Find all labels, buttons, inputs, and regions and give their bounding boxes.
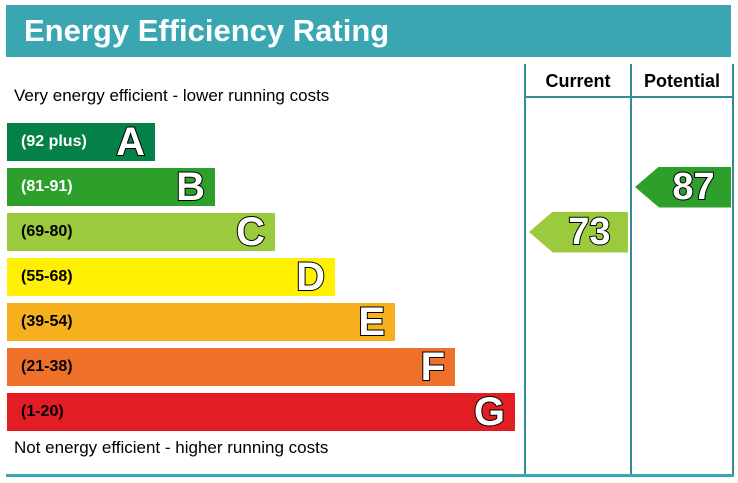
band-range-label: (21-38) (21, 358, 73, 375)
chart-title-bar: Energy Efficiency Rating (6, 5, 731, 57)
rating-band-d: (55-68) D (7, 255, 335, 299)
column-header-current: Current (545, 71, 611, 91)
band-letter: D (295, 255, 326, 299)
chart-right-border (732, 64, 734, 476)
rating-band-e: (39-54) E (7, 300, 395, 344)
column-header-underline (524, 96, 734, 98)
band-range-label: (92 plus) (21, 133, 87, 150)
band-letter: F (420, 345, 446, 389)
rating-band-b: (81-91) B (7, 165, 215, 209)
band-range-label: (69-80) (21, 223, 73, 240)
band-range-label: (55-68) (21, 268, 73, 285)
potential-rating-arrow: 87 (635, 165, 731, 208)
band-range-label: (81-91) (21, 178, 73, 195)
band-letter: G (473, 390, 506, 434)
top-note: Very energy efficient - lower running co… (14, 86, 330, 105)
band-range-label: (1-20) (21, 403, 64, 420)
band-letter: C (235, 210, 266, 254)
band-letter: A (115, 120, 146, 164)
current-rating-value: 73 (567, 210, 611, 253)
potential-column-left-border (630, 64, 632, 476)
band-range-label: (39-54) (21, 313, 73, 330)
rating-band-g: (1-20) G (7, 390, 515, 434)
band-letter: B (175, 165, 206, 209)
column-header-potential: Potential (643, 71, 720, 91)
chart-title: Energy Efficiency Rating (24, 13, 390, 48)
potential-rating-value: 87 (671, 165, 715, 208)
bottom-note: Not energy efficient - higher running co… (14, 438, 329, 457)
rating-band-f: (21-38) F (7, 345, 455, 389)
current-column-left-border (524, 64, 526, 476)
chart-bottom-border (6, 474, 734, 477)
band-letter: E (357, 300, 386, 344)
rating-band-a: (92 plus) A (7, 120, 155, 164)
rating-band-c: (69-80) C (7, 210, 275, 254)
current-rating-arrow: 73 (529, 210, 628, 253)
